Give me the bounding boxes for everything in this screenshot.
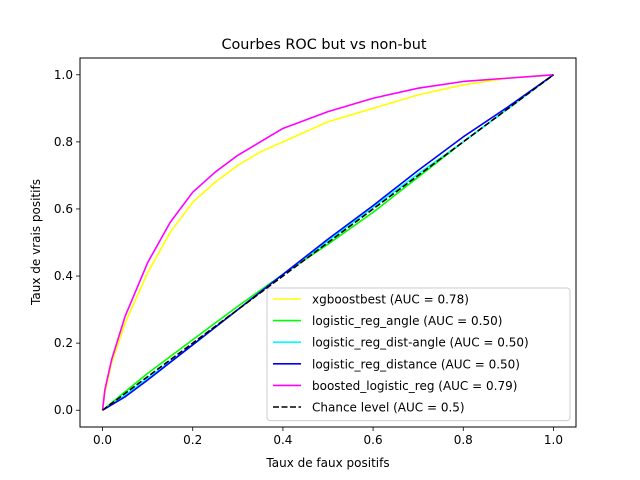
x-tick-label: 1.0 — [544, 433, 563, 447]
legend-label-4: boosted_logistic_reg (AUC = 0.79) — [312, 379, 517, 393]
y-tick-label: 0.8 — [54, 135, 73, 149]
y-tick-label: 0.6 — [54, 202, 73, 216]
series-line-3 — [102, 74, 554, 411]
legend: xgboostbest (AUC = 0.78) logistic_reg_ang… — [266, 287, 571, 422]
series-line-4 — [101, 73, 554, 411]
legend-label-2: logistic_reg_dist-angle (AUC = 0.50) — [312, 336, 529, 350]
y-axis-ticks: 0.0 0.2 0.4 0.6 0.8 1.0 — [54, 68, 80, 417]
x-tick-label: 0.4 — [273, 433, 292, 447]
plot-frame — [79, 57, 577, 428]
x-tick-label: 0.0 — [93, 433, 112, 447]
series-line-5 — [102, 74, 554, 411]
legend-label-5: Chance level (AUC = 0.5) — [312, 401, 465, 415]
y-axis-label: Taux de vrais positifs — [29, 179, 43, 306]
chart-title: Courbes ROC but vs non-but — [221, 37, 426, 53]
legend-label-1: logistic_reg_angle (AUC = 0.50) — [312, 314, 502, 328]
legend-box — [266, 287, 571, 422]
y-tick-label: 0.4 — [54, 269, 73, 283]
series-line-0 — [101, 73, 554, 411]
x-tick-label: 0.8 — [454, 433, 473, 447]
x-axis-ticks: 0.0 0.2 0.4 0.6 0.8 1.0 — [93, 427, 563, 447]
legend-label-3: logistic_reg_distance (AUC = 0.50) — [312, 357, 520, 371]
x-tick-label: 0.2 — [183, 433, 202, 447]
y-tick-label: 1.0 — [54, 68, 73, 82]
y-tick-label: 0.2 — [54, 336, 73, 350]
x-axis-label: Taux de faux positifs — [265, 456, 389, 470]
x-tick-label: 0.6 — [364, 433, 383, 447]
y-tick-label: 0.0 — [54, 403, 73, 417]
legend-label-0: xgboostbest (AUC = 0.78) — [312, 293, 469, 307]
series-layer — [101, 73, 554, 411]
